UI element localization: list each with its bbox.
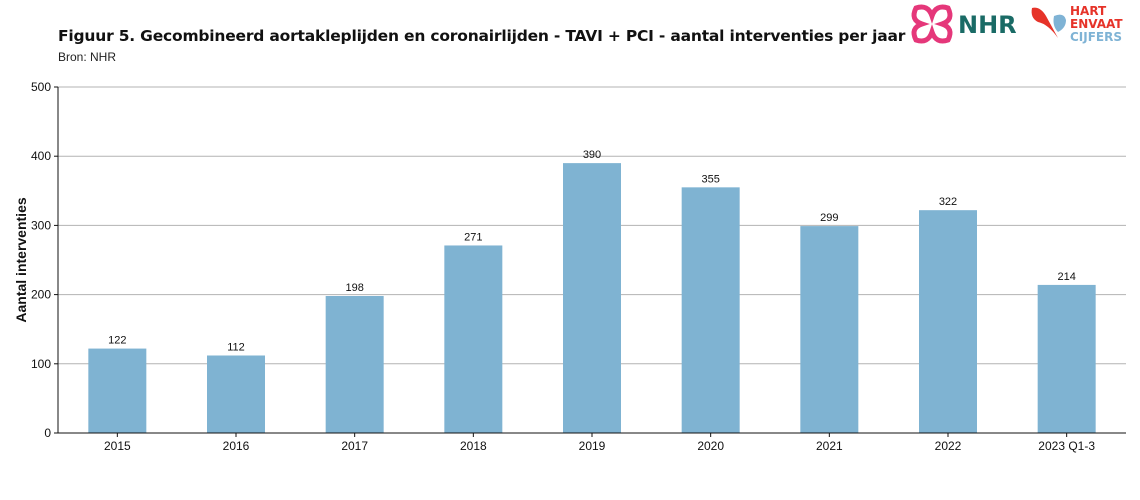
drop-icon — [1053, 14, 1066, 32]
logo-line-envaat: ENVAAT — [1070, 17, 1123, 31]
nhr-logo: NHR — [911, 4, 1017, 44]
y-tick-label: 100 — [31, 357, 51, 371]
x-tick-label: 2019 — [579, 439, 606, 453]
data-label: 355 — [701, 173, 719, 185]
data-label: 122 — [108, 335, 126, 347]
data-label: 299 — [820, 212, 838, 224]
data-label: 322 — [939, 196, 957, 208]
x-tick-label: 2022 — [935, 439, 962, 453]
x-tick-label: 2016 — [223, 439, 250, 453]
chart-title: Figuur 5. Gecombineerd aortakleplijden e… — [58, 27, 906, 45]
bar — [207, 355, 265, 433]
axes — [54, 86, 1126, 437]
y-tick-label: 400 — [31, 149, 51, 163]
data-label: 390 — [583, 149, 601, 161]
bar — [1037, 284, 1096, 433]
data-label: 112 — [227, 341, 245, 353]
data-labels: 122 112 198 271 390 355 299 322 214 — [108, 149, 1076, 353]
logo-group: NHR HART ENVAAT CIJFERS — [911, 4, 1123, 44]
x-tick-labels: 2015 2016 2017 2018 2019 2020 2021 2022 2023 Q1-… — [104, 439, 1095, 453]
bar — [800, 226, 859, 433]
x-tick-label: 2015 — [104, 439, 131, 453]
hart-en-vaat-cijfers-logo: HART ENVAAT CIJFERS — [1031, 4, 1123, 44]
data-label: 214 — [1057, 271, 1075, 283]
data-label: 198 — [345, 282, 363, 294]
bar — [444, 245, 503, 433]
x-tick-label: 2017 — [341, 439, 368, 453]
y-tick-label: 0 — [44, 426, 51, 440]
x-tick-label: 2021 — [816, 439, 843, 453]
bar — [681, 187, 740, 433]
y-tick-label: 500 — [31, 80, 51, 94]
logo-line-cijfers: CIJFERS — [1070, 30, 1122, 44]
chart-subtitle: Bron: NHR — [58, 50, 117, 64]
y-tick-label: 300 — [31, 218, 51, 232]
bars — [88, 163, 1096, 433]
y-tick-labels: 0 100 200 300 400 500 — [31, 80, 51, 440]
bar — [563, 163, 621, 433]
logo-line-hart: HART — [1070, 4, 1107, 18]
data-label: 271 — [464, 231, 482, 243]
y-axis-label: Aantal interventies — [13, 197, 29, 322]
bar — [88, 348, 147, 433]
x-tick-label: 2023 Q1-3 — [1038, 439, 1095, 453]
x-tick-label: 2020 — [697, 439, 724, 453]
nhr-logo-text: NHR — [958, 11, 1017, 39]
heart-drop-icon — [1031, 7, 1058, 39]
x-tick-label: 2018 — [460, 439, 487, 453]
nhr-cross-icon — [911, 4, 953, 44]
bar — [919, 210, 977, 433]
bar — [325, 295, 384, 433]
y-tick-label: 200 — [31, 288, 51, 302]
